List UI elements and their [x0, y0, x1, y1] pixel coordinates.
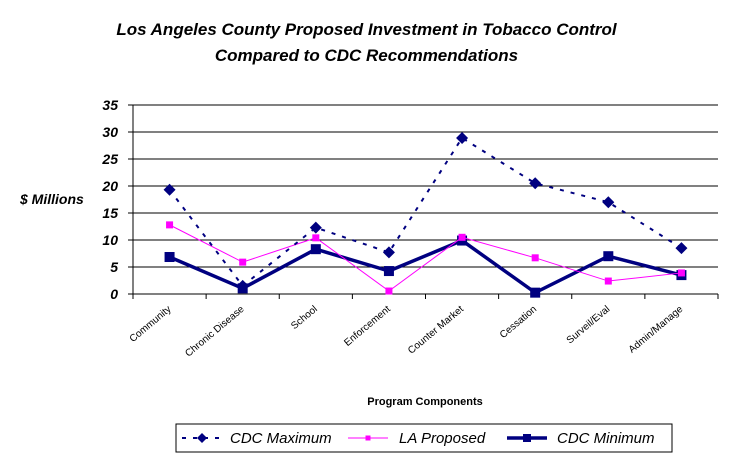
x-tick-label: Counter Market — [406, 304, 466, 357]
data-point — [310, 244, 321, 255]
y-tick-label: 30 — [102, 124, 118, 140]
legend-marker — [197, 433, 207, 443]
y-tick-label: 5 — [110, 259, 118, 275]
series-line — [169, 224, 682, 292]
data-point — [677, 269, 685, 277]
legend-label: LA Proposed — [399, 430, 486, 447]
data-point — [602, 196, 615, 209]
x-tick-label: Enforcement — [342, 304, 393, 349]
x-tick-label: School — [289, 304, 319, 332]
data-point — [603, 251, 614, 262]
x-tick-label: Community — [128, 304, 174, 345]
data-point — [382, 246, 395, 259]
x-axis-title: Program Components — [367, 396, 483, 408]
series-cdc-maximum — [163, 131, 688, 292]
y-tick-label: 20 — [101, 178, 118, 194]
x-tick-label: Admin/Manage — [627, 304, 686, 356]
x-tick-label: Surveil/Eval — [565, 304, 613, 346]
data-point — [239, 258, 247, 266]
x-tick-label: Cessation — [498, 304, 539, 341]
data-point — [456, 131, 469, 144]
y-tick-label: 10 — [102, 232, 118, 248]
data-point — [675, 242, 688, 255]
y-tick-label: 0 — [110, 286, 118, 302]
series-line — [168, 238, 682, 295]
data-point — [312, 234, 320, 242]
data-point — [530, 287, 541, 298]
series-la-proposed — [166, 221, 685, 295]
data-point — [166, 221, 174, 229]
data-point — [458, 233, 466, 241]
chart-subtitle: Compared to CDC Recommendations — [214, 46, 519, 65]
data-point — [164, 252, 175, 263]
legend-label: CDC Maximum — [230, 430, 332, 447]
data-point — [163, 183, 176, 196]
chart-title: Los Angeles County Proposed Investment i… — [116, 20, 617, 39]
x-tick-label: Chronic Disease — [183, 304, 247, 360]
legend-box — [175, 423, 673, 453]
data-point — [383, 266, 394, 277]
data-point — [309, 221, 322, 234]
legend-marker — [365, 435, 371, 441]
y-tick-label: 35 — [102, 97, 118, 113]
data-point — [529, 177, 542, 190]
y-tick-label: 25 — [101, 151, 118, 167]
legend-marker — [523, 434, 531, 442]
data-point — [531, 254, 539, 262]
data-point — [604, 277, 612, 285]
legend-label: CDC Minimum — [557, 430, 655, 447]
legend: CDC Maximum LA Proposed CDC Minimum — [175, 423, 673, 453]
y-axis-label: $ Millions — [19, 191, 84, 207]
data-point — [385, 287, 393, 295]
data-point — [236, 279, 249, 292]
y-tick-label: 15 — [102, 205, 118, 221]
